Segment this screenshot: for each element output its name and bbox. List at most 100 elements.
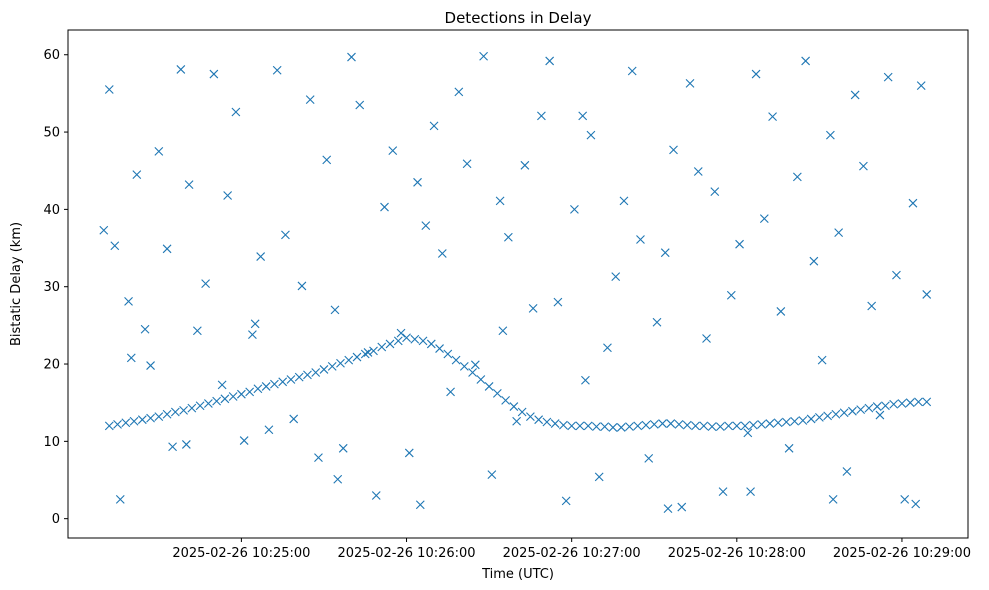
data-point xyxy=(503,232,513,242)
data-point xyxy=(911,499,921,509)
data-point xyxy=(748,420,758,430)
y-tick-label: 50 xyxy=(43,126,60,141)
data-point xyxy=(897,399,907,408)
data-point xyxy=(859,161,868,171)
data-point xyxy=(402,333,411,343)
data-point xyxy=(154,412,164,421)
data-point xyxy=(726,290,736,300)
plot-frame xyxy=(67,29,969,539)
data-point xyxy=(792,172,802,182)
data-point xyxy=(380,202,389,212)
data-point xyxy=(146,361,155,370)
data-point xyxy=(126,353,136,363)
data-point xyxy=(908,198,918,208)
data-point xyxy=(286,375,296,384)
data-point xyxy=(170,407,180,417)
data-point xyxy=(223,191,233,200)
data-point xyxy=(437,249,447,258)
data-point xyxy=(781,417,791,427)
data-point xyxy=(578,111,588,121)
data-point xyxy=(520,160,530,170)
data-point xyxy=(883,72,893,82)
data-point xyxy=(404,448,414,458)
data-point xyxy=(914,397,923,407)
data-point xyxy=(203,399,213,408)
data-point xyxy=(154,147,164,156)
data-point xyxy=(179,406,188,415)
data-point xyxy=(303,370,312,380)
data-point xyxy=(790,416,799,426)
data-point xyxy=(228,392,238,401)
data-point xyxy=(459,361,469,371)
data-point xyxy=(583,421,593,431)
x-tick-label: 2025-02-26 10:25:00 xyxy=(172,546,310,561)
data-point xyxy=(415,500,425,510)
x-axis: 2025-02-26 10:25:00 2025-02-26 10:26:00 20… xyxy=(172,538,971,561)
data-point xyxy=(759,214,769,224)
data-point xyxy=(336,358,345,368)
data-point xyxy=(113,419,122,429)
data-point xyxy=(768,112,777,121)
data-point xyxy=(209,69,219,79)
data-point xyxy=(592,422,601,432)
data-point xyxy=(509,402,519,411)
data-point xyxy=(603,343,612,353)
data-point xyxy=(702,334,711,343)
data-point xyxy=(765,419,775,428)
data-point xyxy=(817,355,827,365)
data-point xyxy=(319,365,329,374)
data-point xyxy=(418,336,428,346)
data-point xyxy=(922,397,932,407)
x-axis-label: Time (UTC) xyxy=(481,567,554,582)
data-point xyxy=(652,317,662,327)
data-point xyxy=(848,406,857,416)
data-point xyxy=(443,349,453,359)
chart-title: Detections in Delay xyxy=(445,9,592,27)
data-point xyxy=(864,403,874,413)
data-point xyxy=(104,85,114,94)
data-point xyxy=(839,408,849,418)
data-point xyxy=(660,248,670,258)
data-point xyxy=(545,56,555,66)
data-point xyxy=(823,411,833,421)
data-point xyxy=(872,402,882,411)
data-point xyxy=(110,241,120,251)
data-point xyxy=(691,421,700,431)
data-point xyxy=(658,419,667,428)
data-point xyxy=(636,235,645,244)
data-point xyxy=(710,187,720,196)
data-point xyxy=(814,412,824,422)
y-axis-label: Bistatic Delay (km) xyxy=(9,222,24,346)
data-point xyxy=(501,395,511,405)
data-point xyxy=(176,65,186,74)
data-point xyxy=(261,382,271,391)
data-point xyxy=(666,419,676,428)
data-point xyxy=(330,305,340,315)
data-point xyxy=(732,421,742,431)
data-point xyxy=(567,421,577,431)
data-point xyxy=(916,81,926,91)
data-point xyxy=(377,342,387,352)
data-point xyxy=(289,414,299,424)
data-point xyxy=(542,417,552,427)
data-point xyxy=(297,281,307,291)
data-point xyxy=(627,66,637,76)
data-point xyxy=(834,228,844,237)
y-tick-label: 30 xyxy=(43,280,60,295)
data-point xyxy=(181,440,191,449)
data-point xyxy=(922,290,932,299)
data-point xyxy=(470,360,480,370)
data-point xyxy=(369,346,378,356)
data-point xyxy=(809,256,819,266)
data-point xyxy=(831,409,841,419)
y-tick-label: 10 xyxy=(43,435,60,450)
data-point xyxy=(264,425,274,435)
x-tick-label: 2025-02-26 10:26:00 xyxy=(337,546,475,561)
data-point xyxy=(905,398,915,408)
data-point xyxy=(435,344,444,353)
data-point xyxy=(426,339,436,349)
data-point xyxy=(347,52,356,62)
data-point xyxy=(881,401,890,411)
data-point xyxy=(699,421,709,431)
data-point xyxy=(575,421,585,431)
